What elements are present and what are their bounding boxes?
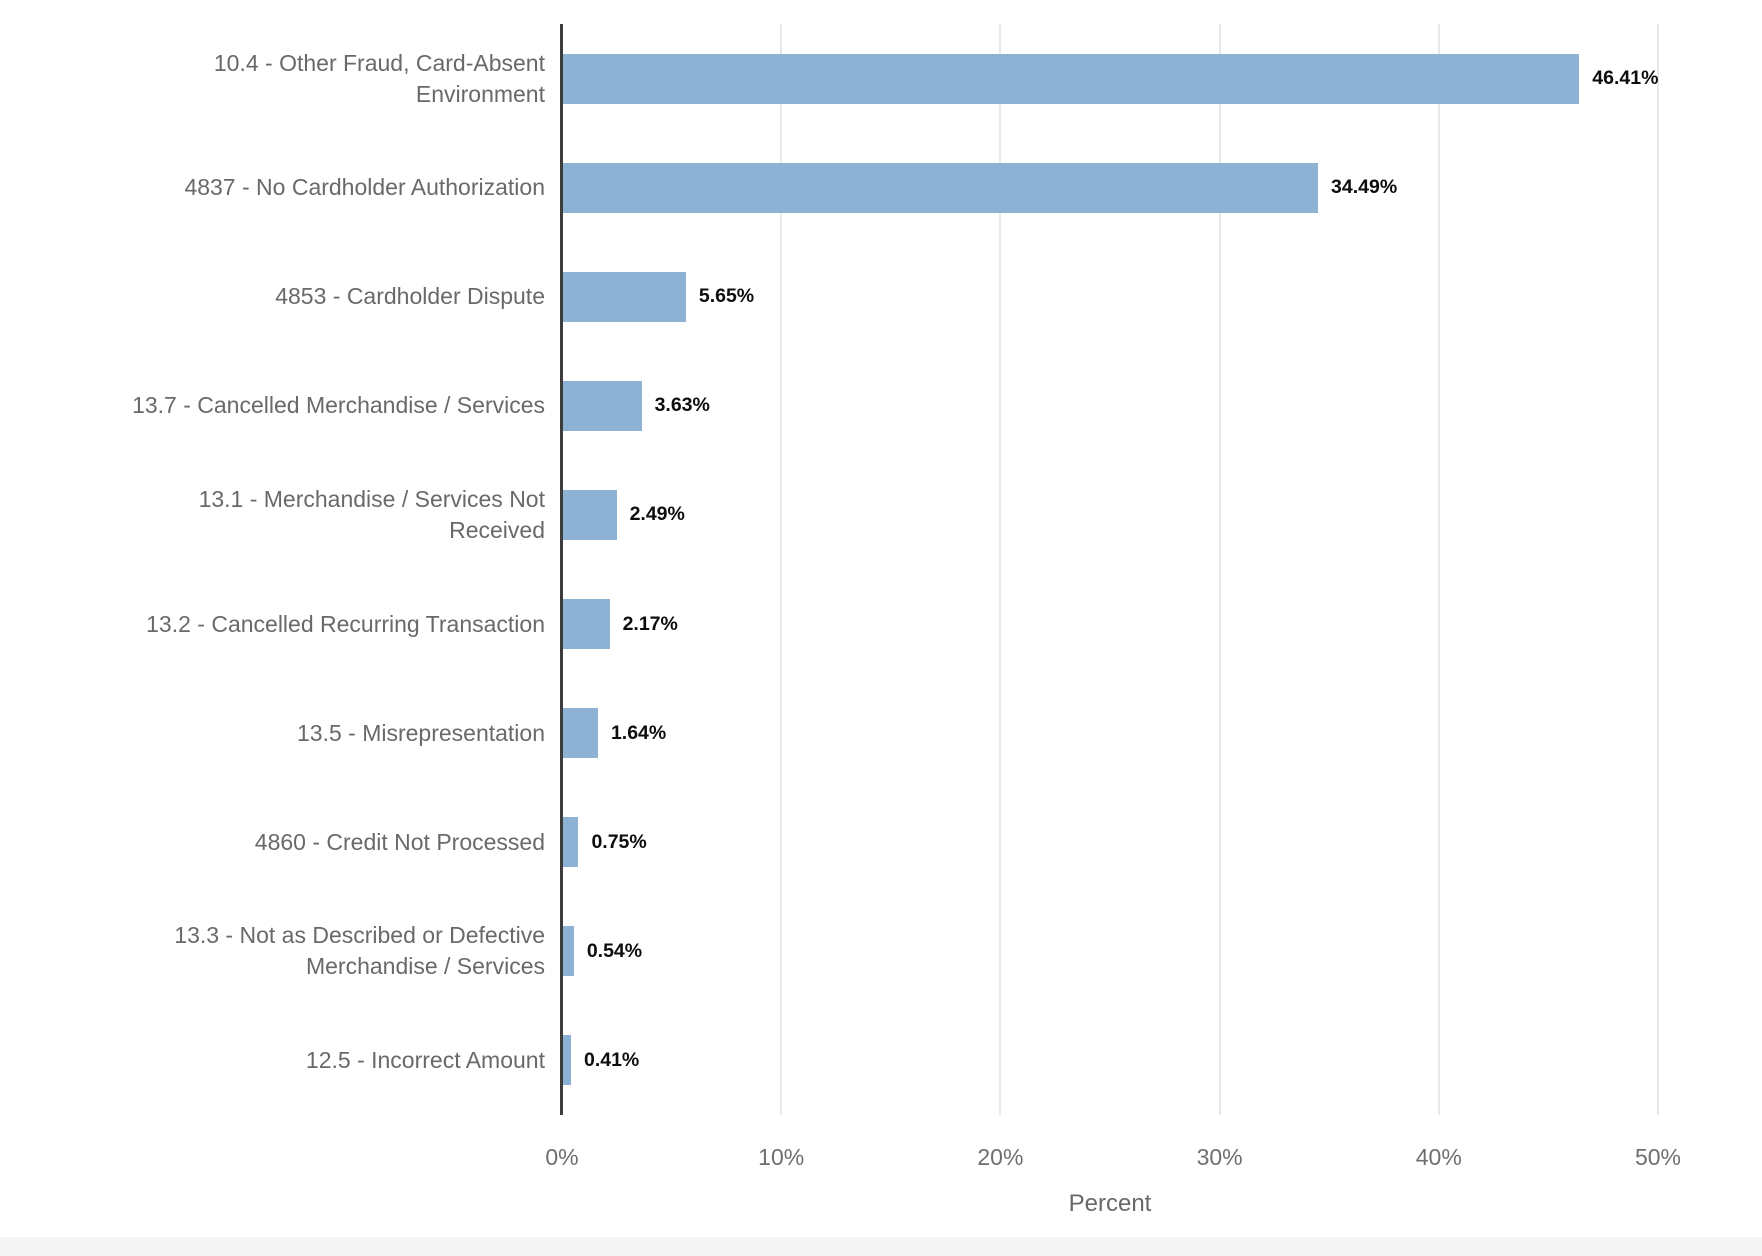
bar <box>562 599 610 650</box>
x-tick-label: 30% <box>1196 1144 1243 1170</box>
bar-value-label: 3.63% <box>654 394 710 417</box>
bar-value-label: 34.49% <box>1331 176 1398 199</box>
bottom-strip <box>0 1237 1762 1256</box>
x-tick-label: 10% <box>758 1144 805 1170</box>
x-tick-label: 20% <box>977 1144 1024 1170</box>
category-label: 4837 - No Cardholder Authorization <box>184 174 545 201</box>
category-label: 4860 - Credit Not Processed <box>254 828 545 855</box>
gridline-40 <box>1437 24 1440 1115</box>
bar <box>562 53 1580 104</box>
bar <box>562 926 574 977</box>
bar <box>562 817 579 868</box>
x-tick-label: 50% <box>1634 1144 1682 1170</box>
category-label: 10.4 - Other Fraud, Card-Absent Environm… <box>213 49 545 107</box>
gridline-50 <box>1657 24 1659 1115</box>
bar-value-label: 2.49% <box>629 503 685 526</box>
gridline-20 <box>999 24 1002 1115</box>
x-tick-label: 0% <box>545 1144 579 1170</box>
bar-value-label: 2.17% <box>622 612 678 635</box>
gridline-30 <box>1218 24 1221 1115</box>
bar <box>562 271 686 322</box>
category-label: 13.5 - Misrepresentation <box>296 719 545 746</box>
bar-value-label: 46.41% <box>1592 67 1659 90</box>
gridline-10 <box>780 24 783 1115</box>
bar-value-label: 5.65% <box>698 285 755 308</box>
bar-value-label: 1.64% <box>610 721 667 744</box>
category-label: 12.5 - Incorrect Amount <box>305 1046 545 1073</box>
x-axis-title: Percent <box>1068 1190 1152 1217</box>
bar <box>562 162 1319 213</box>
bar-value-label: 0.54% <box>586 939 643 962</box>
bar <box>562 708 598 759</box>
category-label: 13.3 - Not as Described or Defective Mer… <box>174 922 545 980</box>
category-label: 13.7 - Cancelled Merchandise / Services <box>132 392 545 419</box>
bar-value-label: 0.41% <box>583 1048 640 1071</box>
category-label: 4853 - Cardholder Dispute <box>275 283 545 310</box>
x-tick-label: 40% <box>1415 1144 1462 1170</box>
category-label: 13.1 - Merchandise / Services Not Receiv… <box>198 485 545 543</box>
y-axis-line <box>560 24 563 1115</box>
bar-value-label: 0.75% <box>591 830 647 853</box>
category-label: 13.2 - Cancelled Recurring Transaction <box>146 610 545 637</box>
bar <box>562 489 617 540</box>
bar <box>562 380 642 431</box>
bar <box>562 1035 571 1086</box>
